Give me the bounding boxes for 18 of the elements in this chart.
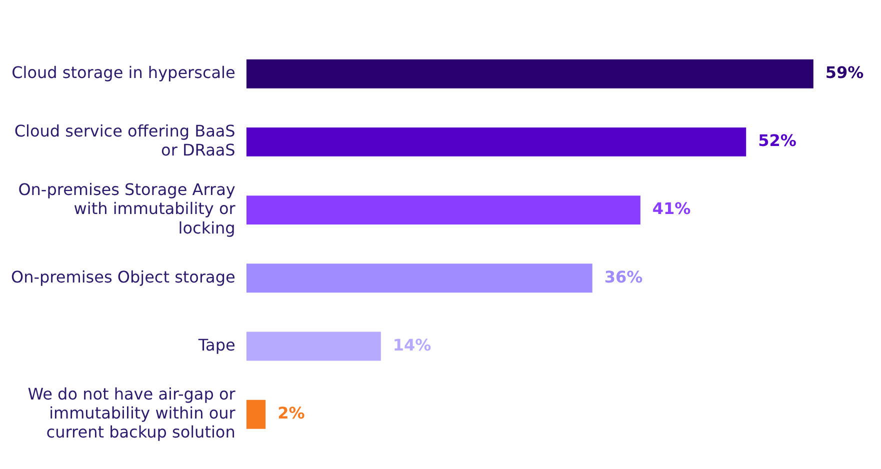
bar — [246, 400, 266, 429]
data-label: 2% — [278, 404, 305, 423]
data-label: 41% — [652, 199, 691, 218]
bar — [246, 127, 746, 156]
y-tick-label: Cloud storage in hyperscale — [12, 63, 236, 82]
data-label: 59% — [825, 63, 864, 82]
bar — [246, 59, 814, 88]
y-tick-label: On-premises Storage Array with immutability or locking — [18, 180, 236, 238]
y-tick-label: We do not have air-gap or immutability within our current backup solution — [28, 384, 236, 442]
bar — [246, 264, 592, 293]
data-label: 52% — [758, 131, 796, 150]
data-label: 36% — [604, 267, 643, 286]
y-tick-label: Tape — [197, 335, 236, 354]
y-tick-label: On-premises Object storage — [11, 267, 236, 286]
bar — [246, 332, 381, 361]
data-label: 14% — [392, 335, 432, 354]
y-tick-label: Cloud service offering BaaS or DRaaS — [14, 122, 236, 160]
bar — [246, 196, 640, 225]
